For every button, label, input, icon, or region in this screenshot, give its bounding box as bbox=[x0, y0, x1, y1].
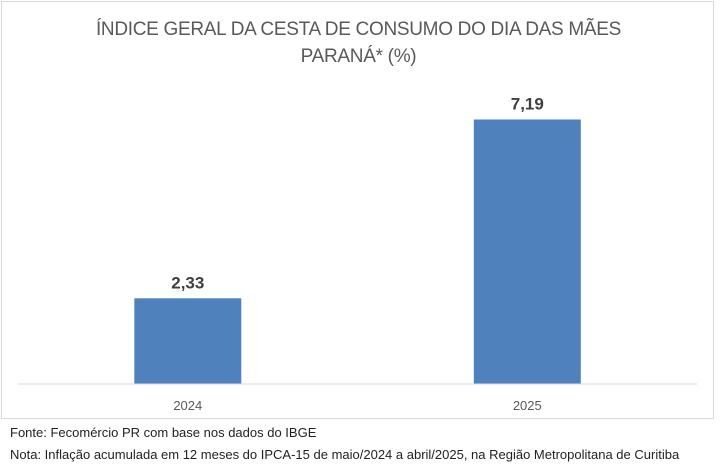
bar-chart-plot: 2,33 2024 7,19 2025 bbox=[18, 95, 697, 414]
bars-layer bbox=[134, 119, 581, 384]
footer-source: Fonte: Fecomércio PR com base nos dados … bbox=[10, 425, 317, 440]
bar-2025 bbox=[473, 119, 581, 384]
data-label-2025: 7,19 bbox=[511, 95, 544, 114]
chart-title-line-2: PARANÁ* (%) bbox=[300, 46, 417, 67]
x-tick-label-2025: 2025 bbox=[513, 398, 542, 413]
footer-note: Nota: Inflação acumulada em 12 meses do … bbox=[10, 447, 680, 462]
bar-2024 bbox=[134, 298, 242, 384]
chart-title: ÍNDICE GERAL DA CESTA DE CONSUMO DO DIA … bbox=[2, 16, 715, 70]
data-label-2024: 2,33 bbox=[171, 273, 204, 292]
chart-frame: ÍNDICE GERAL DA CESTA DE CONSUMO DO DIA … bbox=[1, 1, 714, 419]
chart-title-line-1: ÍNDICE GERAL DA CESTA DE CONSUMO DO DIA … bbox=[95, 19, 622, 40]
labels-layer: 2,33 2024 7,19 2025 bbox=[171, 95, 544, 414]
x-tick-label-2024: 2024 bbox=[173, 398, 202, 413]
